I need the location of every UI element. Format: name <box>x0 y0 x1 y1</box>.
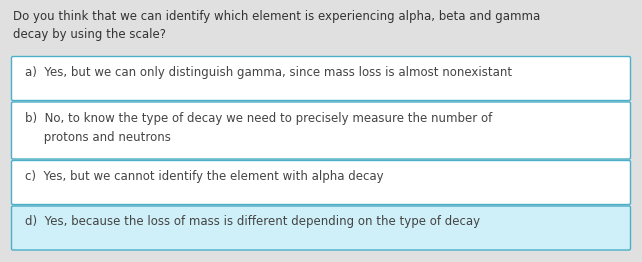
FancyBboxPatch shape <box>12 57 630 101</box>
Text: b)  No, to know the type of decay we need to precisely measure the number of
   : b) No, to know the type of decay we need… <box>25 112 492 144</box>
Text: Do you think that we can identify which element is experiencing alpha, beta and : Do you think that we can identify which … <box>13 10 541 41</box>
Text: d)  Yes, because the loss of mass is different depending on the type of decay: d) Yes, because the loss of mass is diff… <box>25 216 480 228</box>
FancyBboxPatch shape <box>12 102 630 159</box>
Text: c)  Yes, but we cannot identify the element with alpha decay: c) Yes, but we cannot identify the eleme… <box>25 170 384 183</box>
FancyBboxPatch shape <box>12 161 630 205</box>
Text: a)  Yes, but we can only distinguish gamma, since mass loss is almost nonexistan: a) Yes, but we can only distinguish gamm… <box>25 66 512 79</box>
FancyBboxPatch shape <box>12 206 630 250</box>
